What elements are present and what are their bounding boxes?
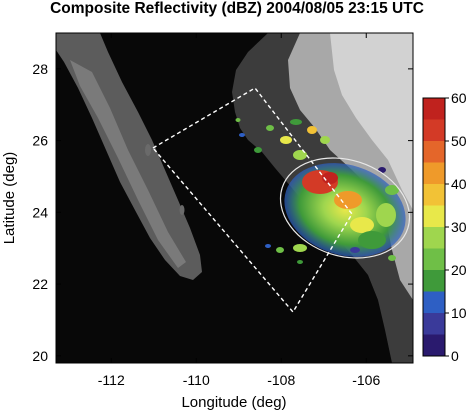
x-tick-label: -106 [352,372,380,388]
storm-cell [290,119,302,125]
analysis-domain-box [151,87,353,314]
colorbar-tick-label: 20 [451,262,467,278]
y-tick-label: 24 [32,204,48,220]
radar-echoes [235,118,406,264]
colorbar-tick-label: 30 [451,219,467,235]
colorbar-tick-label: 50 [451,133,467,149]
baja-highlands [70,60,186,268]
storm-core [322,172,338,184]
map-panel [56,33,413,363]
storm-cell [239,133,245,137]
storm-cell [388,255,396,261]
sierra-madre-high-terrain [330,33,413,210]
storm-cell [297,260,303,264]
colorbar-tick-label: 40 [451,176,467,192]
storm-cell [280,136,292,144]
storm-cell [320,136,330,144]
colorbar-ticks: 60 50 40 30 20 10 0 [445,90,467,364]
y-tick-label: 26 [32,133,48,149]
y-axis-label: Latitude (deg) [1,152,18,245]
x-tick-label: -108 [267,372,295,388]
storm-cell [254,147,262,153]
storm-cell [293,244,307,252]
storm-core [334,191,362,209]
storm-cell [307,126,317,134]
y-axis-ticks: 20 22 24 26 28 [32,61,413,364]
storm-cell [293,150,307,160]
plot-frame [55,32,414,364]
x-tick-label: -112 [98,372,125,388]
storm-cell [378,167,386,173]
island [179,205,185,215]
colorbar-tick-label: 10 [451,305,467,321]
storm-cell [266,125,274,131]
storm-cell [376,203,396,227]
island [145,144,151,156]
storm-cell [235,118,241,122]
colorbar-tick-label: 60 [451,90,467,106]
y-tick-label: 22 [32,276,48,292]
colorbar [422,97,446,357]
colorbar-tick-label: 0 [451,348,459,364]
x-axis-label: Longitude (deg) [181,394,286,411]
x-axis-ticks: -112 -110 -108 -106 [98,33,380,388]
storm-cell [358,231,386,249]
storm-cell [276,247,284,253]
storm-core [350,217,374,233]
y-tick-label: 28 [32,61,48,77]
y-tick-label: 20 [32,348,48,364]
x-tick-label: -110 [183,372,210,388]
storm-cell [350,247,360,253]
storm-cell [265,244,271,248]
map-title: Composite Reflectivity (dBZ) 2004/08/05 … [50,0,424,17]
storm-outline-ellipse [279,157,411,259]
storm-cell [385,185,399,195]
